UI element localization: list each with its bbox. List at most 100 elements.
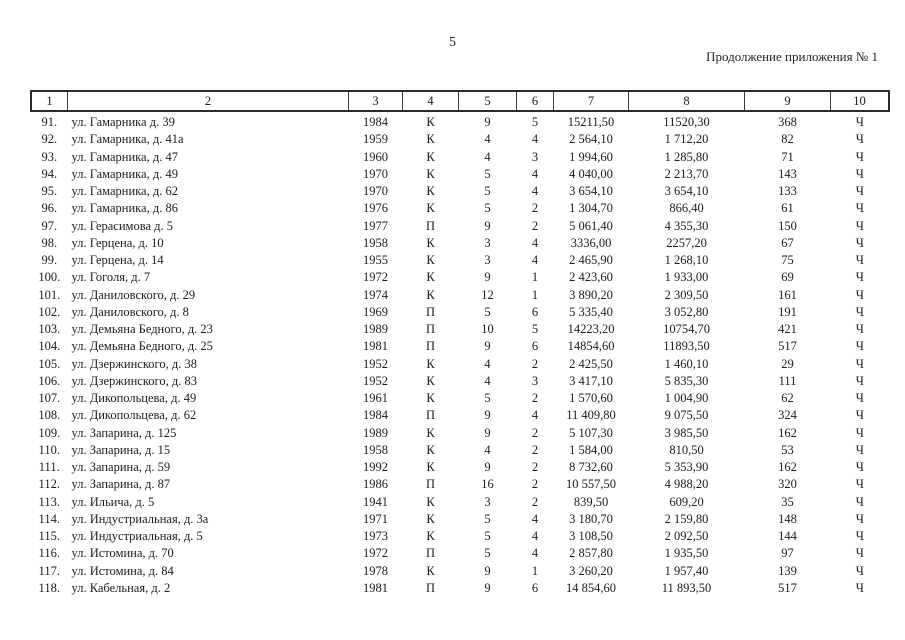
table-cell-col-2: ул. Запарина, д. 59 bbox=[71, 460, 171, 475]
table-cell-col-7: 2 564,10 bbox=[569, 132, 613, 147]
table-cell-col-10: Ч bbox=[855, 391, 864, 406]
table-cell-col-5: 9 bbox=[484, 408, 491, 423]
table-cell-col-5: 5 bbox=[484, 184, 491, 199]
table-cell-col-9: 111 bbox=[778, 373, 797, 388]
table-cell-col-5: 9 bbox=[484, 580, 491, 595]
table-cell-col-1: 108. bbox=[38, 408, 61, 423]
table-cell-col-4: К bbox=[426, 373, 435, 388]
table-row: 108. ул. Дикопольцева, д. 62 1984 П 9 4 11 409… bbox=[31, 407, 889, 424]
table-cell-col-7: 8 732,60 bbox=[569, 460, 613, 475]
table-cell-col-2: ул. Истомина, д. 70 bbox=[71, 546, 174, 561]
table-cell-col-8: 2 159,80 bbox=[664, 511, 709, 526]
table-cell-col-6: 1 bbox=[531, 287, 539, 302]
table-cell-col-5: 9 bbox=[484, 115, 491, 130]
table-row: 102. ул. Даниловского, д. 8 1969 П 5 6 5 335,4… bbox=[31, 304, 889, 321]
table-cell-col-6: 4 bbox=[531, 184, 539, 199]
table-cell-col-4: К bbox=[426, 529, 435, 544]
table-cell-col-10: Ч bbox=[855, 322, 864, 337]
table-cell-col-6: 1 bbox=[531, 563, 539, 578]
table-cell-col-10: Ч bbox=[855, 373, 864, 388]
table-cell-col-5: 4 bbox=[484, 442, 491, 457]
table-cell-col-9: 324 bbox=[778, 408, 797, 423]
table-cell-col-8: 1 460,10 bbox=[664, 356, 709, 371]
table-cell-col-10: Ч bbox=[855, 408, 864, 423]
column-header-5: 5 bbox=[458, 90, 517, 112]
table-row: 109. ул. Запарина, д. 125 1989 К 9 2 5 107,30 3… bbox=[31, 425, 889, 442]
appendix-continuation-label: Продолжение приложения № 1 bbox=[706, 49, 878, 64]
table-cell-col-6: 4 bbox=[531, 166, 539, 181]
table-body: 91. ул. Гамарника д. 39 1984 К 9 5 15211,50 115… bbox=[31, 111, 889, 597]
table-cell-col-3: 1981 bbox=[363, 339, 388, 354]
table-cell-col-8: 3 654,10 bbox=[664, 184, 709, 199]
table-cell-col-4: П bbox=[425, 339, 436, 354]
table-cell-col-4: К bbox=[426, 253, 435, 268]
table-cell-col-9: 62 bbox=[781, 391, 794, 406]
table-cell-col-7: 10 557,50 bbox=[566, 477, 616, 492]
table-cell-col-8: 9 075,50 bbox=[664, 408, 709, 423]
table-cell-col-4: К bbox=[426, 201, 435, 216]
table-cell-col-1: 100. bbox=[38, 270, 61, 285]
table-cell-col-5: 9 bbox=[484, 460, 491, 475]
table-cell-col-10: Ч bbox=[855, 339, 864, 354]
table-cell-col-1: 116. bbox=[38, 546, 60, 561]
table-cell-col-3: 1958 bbox=[363, 235, 388, 250]
table-cell-col-3: 1974 bbox=[363, 287, 388, 302]
table-cell-col-4: К bbox=[426, 494, 435, 509]
table-cell-col-9: 133 bbox=[778, 184, 797, 199]
table-cell-col-9: 150 bbox=[778, 218, 797, 233]
table-cell-col-9: 162 bbox=[778, 460, 797, 475]
table-cell-col-3: 1976 bbox=[363, 201, 388, 216]
table-cell-col-5: 3 bbox=[484, 494, 491, 509]
table-cell-col-1: 107. bbox=[38, 391, 61, 406]
table-cell-col-8: 2 092,50 bbox=[664, 529, 709, 544]
table-cell-col-2: ул. Индустриальная, д. 3а bbox=[71, 511, 209, 526]
table-cell-col-1: 114. bbox=[38, 511, 60, 526]
table-cell-col-3: 1981 bbox=[363, 580, 388, 595]
table-cell-col-10: Ч bbox=[855, 425, 864, 440]
table-cell-col-2: ул. Герцена, д. 10 bbox=[71, 235, 164, 250]
table-cell-col-8: 4 355,30 bbox=[664, 218, 709, 233]
table-cell-col-8: 11520,30 bbox=[663, 115, 710, 130]
table-cell-col-2: ул. Герасимова д. 5 bbox=[71, 218, 173, 233]
table-cell-col-7: 3 654,10 bbox=[569, 184, 613, 199]
table-cell-col-10: Ч bbox=[855, 201, 864, 216]
table-cell-col-8: 1 004,90 bbox=[664, 391, 709, 406]
table-cell-col-6: 3 bbox=[531, 149, 539, 164]
table-cell-col-10: Ч bbox=[855, 546, 864, 561]
table-cell-col-9: 162 bbox=[778, 425, 797, 440]
table-cell-col-4: П bbox=[425, 546, 436, 561]
table-cell-col-3: 1989 bbox=[363, 322, 388, 337]
table-cell-col-7: 5 335,40 bbox=[569, 304, 613, 319]
table-cell-col-8: 866,40 bbox=[669, 201, 704, 216]
table-cell-col-8: 1 957,40 bbox=[664, 563, 709, 578]
column-header-9: 9 bbox=[744, 90, 831, 112]
table-row: 117. ул. Истомина, д. 84 1978 К 9 1 3 260,20 1 … bbox=[31, 563, 889, 580]
table-cell-col-7: 14 854,60 bbox=[566, 580, 616, 595]
table-cell-col-2: ул. Запарина, д. 125 bbox=[71, 425, 177, 440]
table-cell-col-5: 3 bbox=[484, 235, 491, 250]
table-cell-col-7: 4 040,00 bbox=[569, 166, 613, 181]
table-cell-col-7: 2 423,60 bbox=[569, 270, 613, 285]
table-cell-col-6: 5 bbox=[531, 115, 539, 130]
table-cell-col-4: П bbox=[425, 408, 436, 423]
table-cell-col-4: К bbox=[426, 511, 435, 526]
table-cell-col-2: ул. Гамарника, д. 62 bbox=[71, 184, 178, 199]
table-cell-col-3: 1941 bbox=[363, 494, 388, 509]
table-cell-col-1: 110. bbox=[38, 442, 60, 457]
table-cell-col-1: 95. bbox=[41, 184, 58, 199]
table-cell-col-10: Ч bbox=[855, 563, 864, 578]
table-cell-col-5: 5 bbox=[484, 201, 491, 216]
table-cell-col-8: 810,50 bbox=[669, 442, 704, 457]
table-cell-col-2: ул. Демьяна Бедного, д. 25 bbox=[71, 339, 213, 354]
table-cell-col-8: 609,20 bbox=[669, 494, 704, 509]
table-cell-col-6: 4 bbox=[531, 529, 539, 544]
table-row: 115. ул. Индустриальная, д. 5 1973 К 5 4 3 108… bbox=[31, 528, 889, 545]
column-header-1: 1 bbox=[30, 90, 68, 112]
table-cell-col-7: 5 107,30 bbox=[569, 425, 613, 440]
table-cell-col-4: К bbox=[426, 184, 435, 199]
column-header-7: 7 bbox=[553, 90, 629, 112]
table-cell-col-6: 6 bbox=[531, 339, 539, 354]
table-cell-col-6: 2 bbox=[531, 201, 539, 216]
table-cell-col-6: 4 bbox=[531, 132, 539, 147]
table-cell-col-5: 5 bbox=[484, 546, 491, 561]
